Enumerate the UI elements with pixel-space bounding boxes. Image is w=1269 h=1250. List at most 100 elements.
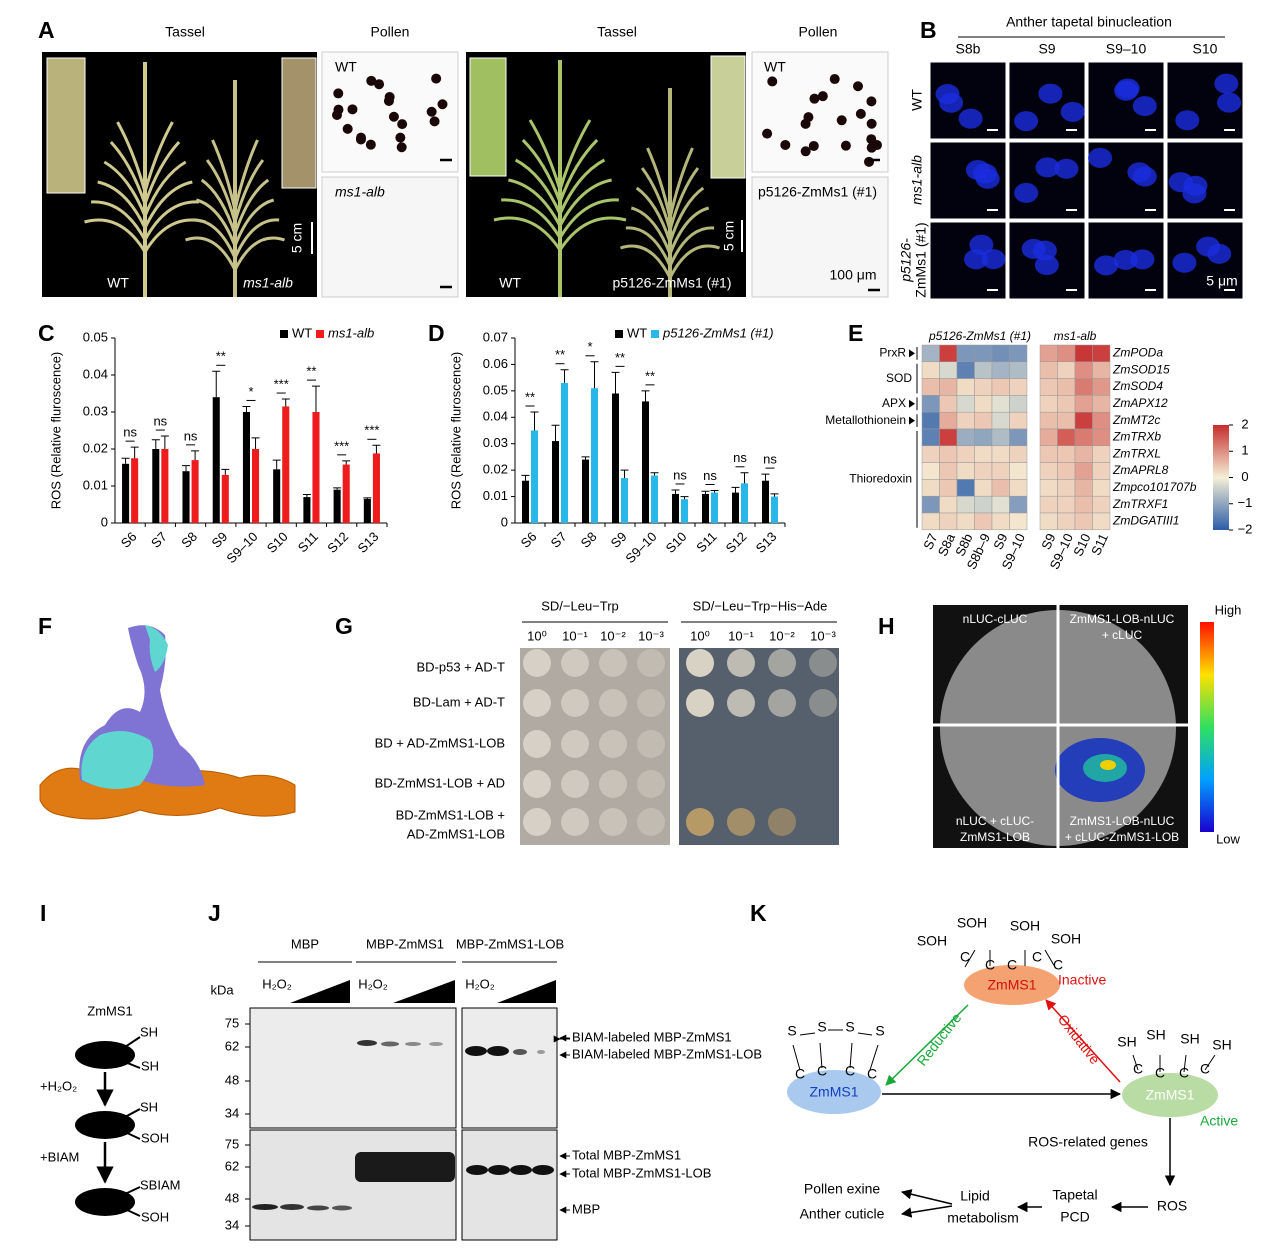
pollen-grain bbox=[431, 73, 442, 84]
photo bbox=[466, 52, 746, 297]
label: ZmMS1 bbox=[1146, 1087, 1195, 1103]
heatmap-cell bbox=[921, 344, 940, 363]
bar bbox=[741, 483, 748, 523]
group-label: SH bbox=[141, 1058, 159, 1073]
label: PCD bbox=[1060, 1209, 1090, 1225]
colony-spot bbox=[768, 649, 796, 677]
color-tick-label: −1 bbox=[1238, 495, 1253, 510]
heatmap-cell bbox=[991, 378, 1010, 396]
x-tick-label: S6 bbox=[518, 529, 540, 551]
significance-label: ns bbox=[763, 452, 777, 467]
heatmap-cell bbox=[939, 411, 958, 430]
genotype-label: WT bbox=[107, 275, 129, 291]
bar bbox=[522, 480, 529, 523]
bar bbox=[561, 382, 568, 523]
group-label: SH bbox=[140, 1099, 158, 1114]
significance-label: ** bbox=[555, 347, 565, 362]
colony-spot bbox=[727, 808, 755, 836]
error-bar bbox=[641, 390, 650, 402]
bar bbox=[552, 441, 559, 523]
error-bar bbox=[182, 465, 191, 472]
unit-label: kDa bbox=[210, 982, 234, 997]
x-tick-label: S6 bbox=[118, 529, 140, 551]
tassel-branch bbox=[185, 236, 285, 271]
error-bar bbox=[611, 371, 620, 394]
column-label: S9 bbox=[990, 531, 1010, 552]
label: ZmMS1 bbox=[988, 977, 1037, 993]
x-tick-label: S12 bbox=[324, 529, 351, 556]
heatmap-cell bbox=[921, 445, 940, 463]
heatmap-cell bbox=[939, 445, 958, 463]
pollen-grain bbox=[396, 142, 407, 153]
gene-label: ZmPODa bbox=[1112, 346, 1163, 360]
bar bbox=[621, 478, 628, 523]
genotype-label: WT bbox=[764, 59, 786, 75]
column-header: Pollen bbox=[799, 24, 838, 40]
tassel-branch bbox=[91, 200, 199, 241]
band-label: Total MBP-ZmMS1 bbox=[572, 1147, 681, 1162]
heatmap-cell bbox=[939, 512, 958, 531]
dilution-label: 10⁻² bbox=[600, 628, 626, 643]
y-tick-label: 0.01 bbox=[483, 488, 508, 503]
pollen-grain bbox=[767, 76, 778, 87]
pollen-grain bbox=[395, 132, 406, 143]
significance-label: ** bbox=[525, 389, 535, 404]
pollen-grain bbox=[836, 115, 847, 126]
label: SH bbox=[1117, 1034, 1136, 1050]
heatmap-cell bbox=[974, 512, 993, 531]
pollen-grain bbox=[762, 128, 773, 139]
tassel-branch bbox=[521, 138, 599, 203]
pollen-grain bbox=[397, 119, 408, 130]
panel-letter: H bbox=[878, 613, 895, 639]
blot-layout bbox=[249, 961, 570, 1241]
nucleus bbox=[1207, 243, 1232, 264]
panel-letter: I bbox=[40, 900, 46, 926]
heatmap-cell bbox=[974, 428, 993, 447]
colony-spot bbox=[523, 808, 551, 836]
error-bar bbox=[333, 487, 342, 490]
pollen-grain bbox=[333, 104, 344, 115]
scale-label: 5 μm bbox=[1206, 273, 1237, 289]
group-label: SOH bbox=[141, 1209, 169, 1224]
pollen-grain bbox=[800, 146, 811, 157]
y-tick-label: 0.06 bbox=[483, 356, 508, 371]
bar bbox=[221, 474, 229, 523]
y-tick-label: 0.02 bbox=[83, 440, 108, 455]
gene-label: ZmTRXL bbox=[1112, 446, 1161, 460]
heatmap-cell bbox=[1074, 378, 1093, 396]
dilution-label: 10⁻¹ bbox=[562, 628, 588, 643]
significance-label: ns bbox=[184, 428, 198, 443]
heatmap-cell bbox=[956, 445, 975, 463]
dilution-label: 10⁰ bbox=[527, 628, 547, 643]
tassel-branch bbox=[630, 206, 710, 255]
error-bar bbox=[191, 450, 200, 461]
pollen-grain bbox=[388, 111, 399, 122]
bar bbox=[372, 453, 380, 523]
heatmap-cell bbox=[991, 495, 1010, 514]
heatmap-cell bbox=[1057, 378, 1076, 396]
heatmap-cell bbox=[974, 495, 993, 514]
row-label: ZmMs1 (#1) bbox=[913, 222, 929, 297]
colony-spot bbox=[768, 808, 796, 836]
column-header: S9–10 bbox=[1106, 41, 1147, 57]
label: C bbox=[1155, 1065, 1165, 1081]
heatmap-cell bbox=[1092, 344, 1111, 363]
bar bbox=[161, 449, 169, 523]
x-tick-label: S12 bbox=[723, 529, 750, 556]
biam-scheme bbox=[75, 1036, 141, 1217]
dilution-label: 10⁻² bbox=[769, 628, 795, 643]
bar bbox=[312, 412, 320, 523]
marker-label: 48 bbox=[225, 1072, 239, 1087]
gene-label: ZmMT2c bbox=[1112, 413, 1160, 427]
heatmap-cell bbox=[1057, 411, 1076, 430]
heatmap-cell bbox=[974, 411, 993, 430]
genotype-label: WT bbox=[499, 275, 521, 291]
nucleus bbox=[975, 168, 1000, 189]
tassel-branch bbox=[528, 119, 592, 191]
bar bbox=[242, 412, 250, 523]
pollen-grain bbox=[866, 96, 877, 107]
pollen-grain bbox=[803, 112, 814, 123]
significance-label: *** bbox=[334, 438, 349, 453]
heatmap-cell bbox=[974, 395, 993, 413]
photo bbox=[42, 52, 317, 297]
